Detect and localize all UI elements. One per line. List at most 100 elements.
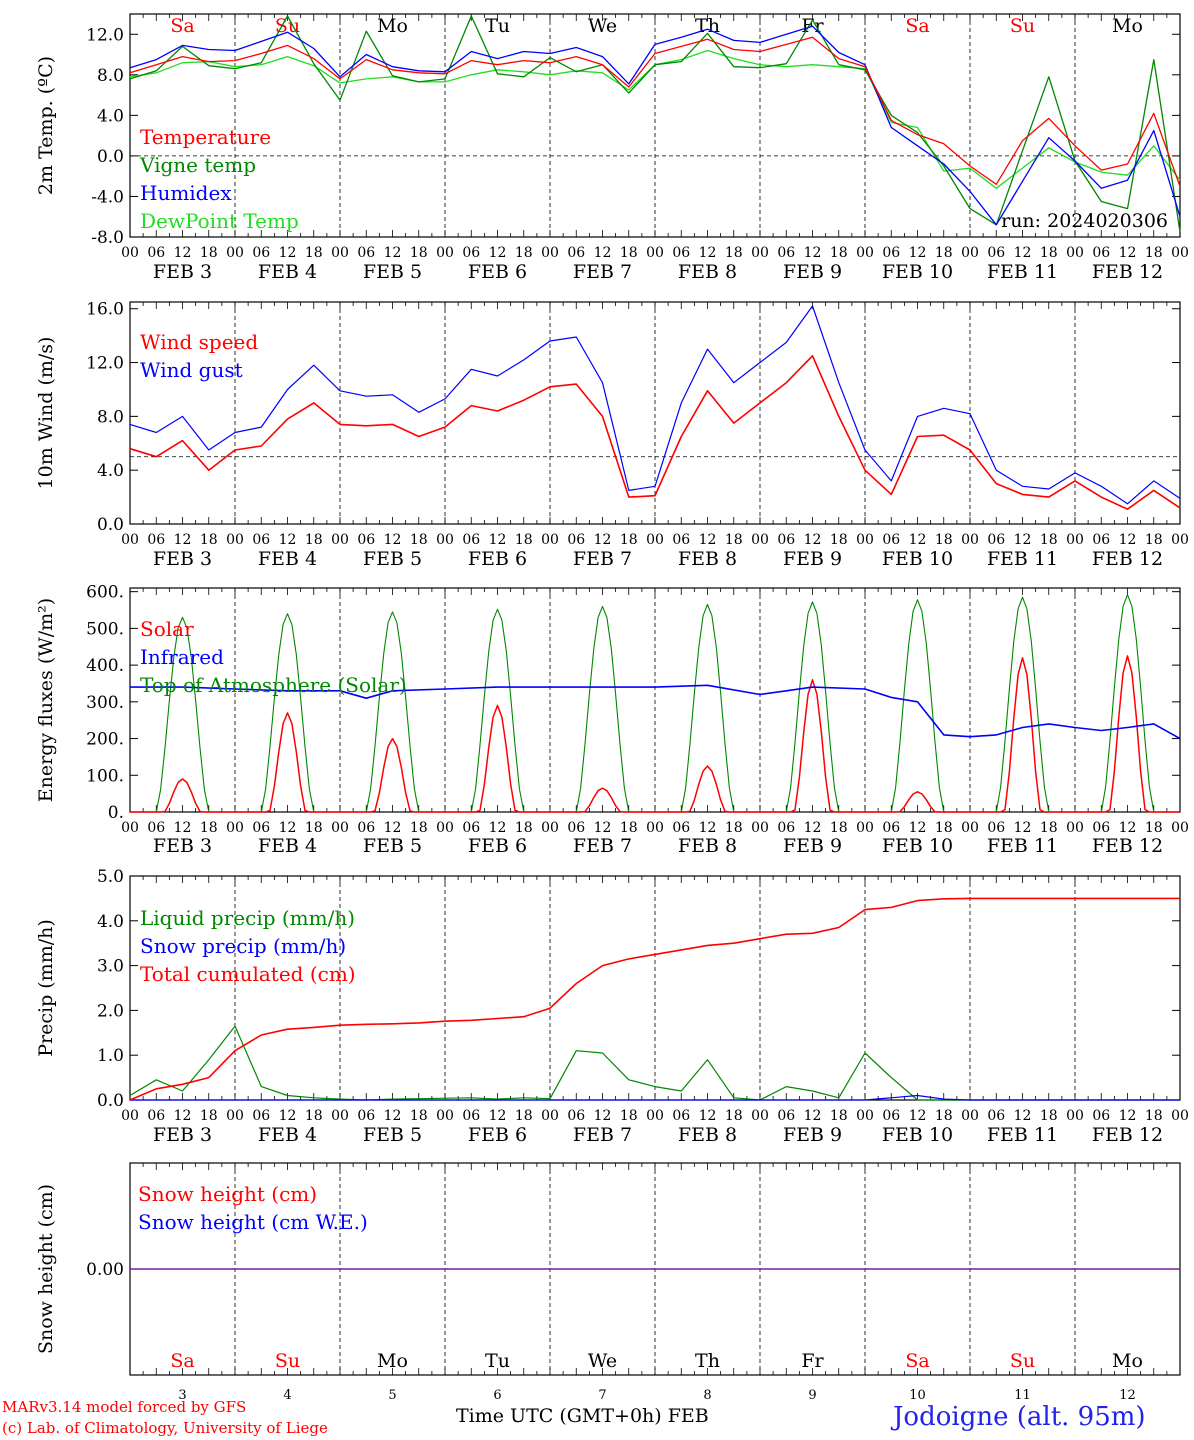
hour-tick-label: 18 bbox=[725, 820, 743, 836]
date-number-label: 10 bbox=[909, 1388, 926, 1403]
y-tick-label: 600. bbox=[86, 583, 124, 603]
hour-tick-label: 06 bbox=[462, 245, 480, 261]
hour-tick-label: 06 bbox=[357, 532, 375, 548]
date-label: FEB 11 bbox=[987, 835, 1058, 857]
y-tick-label: -4.0 bbox=[91, 187, 124, 207]
weekday-label: We bbox=[588, 1350, 617, 1372]
hour-tick-label: 00 bbox=[751, 1108, 769, 1124]
hour-tick-label: 00 bbox=[1171, 532, 1189, 548]
y-axis-label: Precip (mm/h) bbox=[35, 919, 57, 1057]
hour-tick-label: 12 bbox=[804, 245, 822, 261]
hour-tick-label: 18 bbox=[1040, 245, 1058, 261]
hour-tick-label: 00 bbox=[121, 1108, 139, 1124]
precip-series-line bbox=[130, 1094, 1180, 1101]
hour-tick-label: 06 bbox=[147, 820, 165, 836]
legend-entry: Top of Atmosphere (Solar) bbox=[140, 673, 407, 697]
hour-tick-label: 00 bbox=[331, 245, 349, 261]
date-label: FEB 9 bbox=[783, 1124, 842, 1146]
y-tick-label: 0. bbox=[108, 803, 124, 823]
hour-tick-label: 12 bbox=[1119, 820, 1137, 836]
hour-tick-label: 00 bbox=[961, 532, 979, 548]
solar-line bbox=[130, 655, 1180, 813]
hour-tick-label: 06 bbox=[1092, 820, 1110, 836]
hour-tick-label: 06 bbox=[882, 1108, 900, 1124]
hour-tick-label: 12 bbox=[1119, 1108, 1137, 1124]
weekday-label: Mo bbox=[1112, 15, 1143, 37]
weekday-label: Mo bbox=[377, 15, 408, 37]
hour-tick-label: 12 bbox=[174, 245, 192, 261]
date-label: FEB 7 bbox=[573, 835, 632, 857]
hour-tick-label: 00 bbox=[436, 245, 454, 261]
hour-tick-label: 12 bbox=[804, 820, 822, 836]
hour-tick-label: 12 bbox=[1014, 532, 1032, 548]
hour-tick-label: 18 bbox=[830, 532, 848, 548]
hour-tick-label: 00 bbox=[226, 532, 244, 548]
hour-tick-label: 06 bbox=[252, 1108, 270, 1124]
hour-tick-label: 00 bbox=[856, 1108, 874, 1124]
hour-tick-label: 18 bbox=[305, 1108, 323, 1124]
date-label: FEB 8 bbox=[678, 835, 737, 857]
hour-tick-label: 06 bbox=[987, 245, 1005, 261]
hour-tick-label: 18 bbox=[830, 245, 848, 261]
hour-tick-label: 06 bbox=[987, 532, 1005, 548]
hour-tick-label: 18 bbox=[620, 532, 638, 548]
hour-tick-label: 00 bbox=[541, 1108, 559, 1124]
legend-entry: Wind speed bbox=[140, 330, 258, 354]
hour-tick-label: 18 bbox=[305, 532, 323, 548]
hour-tick-label: 00 bbox=[1171, 1108, 1189, 1124]
date-number-label: 3 bbox=[178, 1388, 186, 1403]
hour-tick-label: 12 bbox=[594, 1108, 612, 1124]
date-number-label: 12 bbox=[1119, 1388, 1136, 1403]
hour-tick-label: 00 bbox=[1066, 1108, 1084, 1124]
date-label: FEB 5 bbox=[363, 835, 422, 857]
date-label: FEB 11 bbox=[987, 548, 1058, 570]
hour-tick-label: 12 bbox=[804, 532, 822, 548]
date-label: FEB 9 bbox=[783, 548, 842, 570]
date-number-label: 5 bbox=[388, 1388, 396, 1403]
hour-tick-label: 18 bbox=[410, 1108, 428, 1124]
hour-tick-label: 12 bbox=[174, 820, 192, 836]
hour-tick-label: 12 bbox=[699, 245, 717, 261]
y-tick-label: 8.0 bbox=[97, 407, 124, 427]
hour-tick-label: 12 bbox=[279, 1108, 297, 1124]
date-label: FEB 3 bbox=[153, 548, 212, 570]
date-label: FEB 6 bbox=[468, 548, 527, 570]
hour-tick-label: 18 bbox=[1040, 1108, 1058, 1124]
hour-tick-label: 00 bbox=[436, 532, 454, 548]
hour-tick-label: 00 bbox=[1171, 245, 1189, 261]
hour-tick-label: 12 bbox=[1014, 1108, 1032, 1124]
hour-tick-label: 06 bbox=[567, 532, 585, 548]
hour-tick-label: 18 bbox=[935, 532, 953, 548]
y-tick-label: 0.0 bbox=[97, 147, 124, 167]
hour-tick-label: 12 bbox=[909, 245, 927, 261]
hour-tick-label: 00 bbox=[856, 245, 874, 261]
hour-tick-label: 06 bbox=[777, 820, 795, 836]
date-label: FEB 11 bbox=[987, 261, 1058, 283]
date-label: FEB 7 bbox=[573, 261, 632, 283]
date-label: FEB 11 bbox=[987, 1124, 1058, 1146]
wind-series-line bbox=[129, 305, 1181, 505]
run-annotation: run: 2024020306 bbox=[1001, 210, 1168, 232]
date-number-label: 6 bbox=[493, 1388, 501, 1403]
hour-tick-label: 00 bbox=[1066, 532, 1084, 548]
x-axis-title-text: Time UTC (GMT+0h) bbox=[456, 1405, 662, 1427]
hour-tick-label: 18 bbox=[620, 245, 638, 261]
y-tick-label: 3.0 bbox=[97, 957, 124, 977]
hour-tick-label: 18 bbox=[1040, 820, 1058, 836]
date-label: FEB 12 bbox=[1092, 261, 1163, 283]
hour-tick-label: 06 bbox=[147, 245, 165, 261]
hour-tick-label: 00 bbox=[1171, 820, 1189, 836]
hour-tick-label: 18 bbox=[830, 1108, 848, 1124]
hour-tick-label: 06 bbox=[567, 1108, 585, 1124]
weekday-label: Sa bbox=[905, 15, 929, 37]
hour-tick-label: 18 bbox=[305, 820, 323, 836]
credit-model: MARv3.14 model forced by GFS bbox=[2, 1398, 247, 1416]
date-label: FEB 5 bbox=[363, 548, 422, 570]
date-number-label: 11 bbox=[1014, 1388, 1031, 1403]
temp-series-line bbox=[129, 25, 1181, 226]
y-tick-label: 2.0 bbox=[97, 1001, 124, 1021]
hour-tick-label: 18 bbox=[200, 820, 218, 836]
hour-tick-label: 06 bbox=[777, 1108, 795, 1124]
hour-tick-label: 18 bbox=[725, 1108, 743, 1124]
hour-tick-label: 12 bbox=[174, 1108, 192, 1124]
